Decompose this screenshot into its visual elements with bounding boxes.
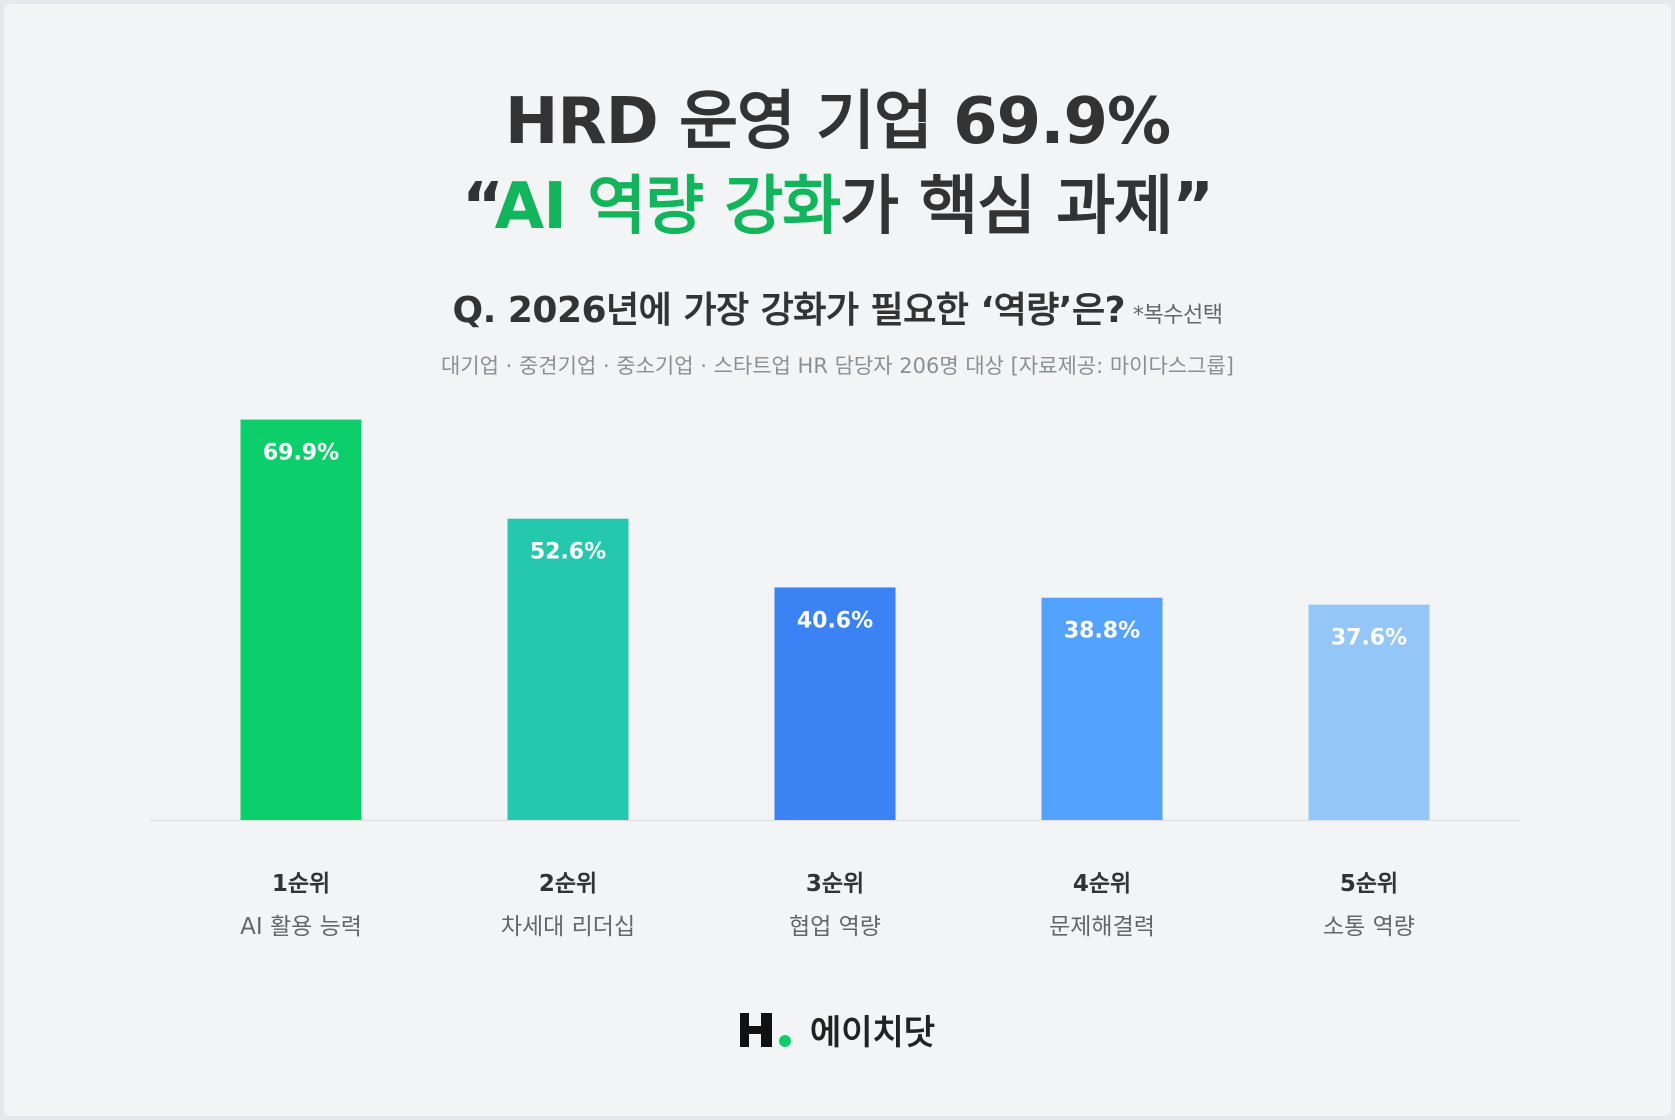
brand-name: 에이치닷	[809, 1013, 936, 1053]
rank-label-3: 3순위	[806, 871, 864, 897]
brand-footer: 에이치닷	[0, 1005, 1675, 1054]
survey-source: 대기업 · 중견기업 · 중소기업 · 스타트업 HR 담당자 206명 대상 …	[441, 354, 1234, 378]
survey-question-text: Q. 2026년에 가장 강화가 필요한 ‘역량’은?	[452, 290, 1126, 331]
rank-label-2: 2순위	[539, 871, 597, 897]
multiple-choice-note: *복수선택	[1132, 303, 1223, 328]
competency-label-5: 소통 역량	[1323, 914, 1415, 940]
headline-line-1-text: HRD 운영 기업 69.9%	[504, 85, 1171, 159]
rank-label-1: 1순위	[272, 871, 330, 897]
headline-open-quote: “	[461, 170, 496, 244]
competency-label-1: AI 활용 능력	[240, 914, 362, 940]
bar-2	[507, 518, 629, 820]
brand-logo-icon	[739, 1012, 791, 1047]
bar-4	[1041, 597, 1163, 820]
rank-label-5: 5순위	[1340, 871, 1398, 897]
bar-value-label-5: 37.6%	[1331, 626, 1407, 651]
headline-rest: 가 핵심 과제”	[840, 170, 1214, 244]
headline-line-1: HRD 운영 기업 69.9%	[0, 70, 1675, 162]
bar-3	[774, 587, 896, 820]
bar-5	[1308, 604, 1430, 820]
bar-1	[240, 419, 362, 820]
bar-value-label-3: 40.6%	[797, 608, 873, 633]
survey-question: Q. 2026년에 가장 강화가 필요한 ‘역량’은? *복수선택	[0, 281, 1675, 333]
competency-label-3: 협업 역량	[789, 914, 881, 940]
headline-accent: AI 역량 강화	[494, 170, 841, 244]
bar-value-label-2: 52.6%	[530, 540, 606, 565]
bar-value-label-4: 38.8%	[1064, 619, 1140, 644]
rank-label-4: 4순위	[1073, 871, 1131, 897]
competency-label-4: 문제해결력	[1049, 914, 1155, 940]
competency-label-2: 차세대 리더십	[501, 914, 635, 940]
headline-line-2: “AI 역량 강화가 핵심 과제”	[0, 155, 1675, 247]
bar-value-label-1: 69.9%	[263, 441, 339, 466]
